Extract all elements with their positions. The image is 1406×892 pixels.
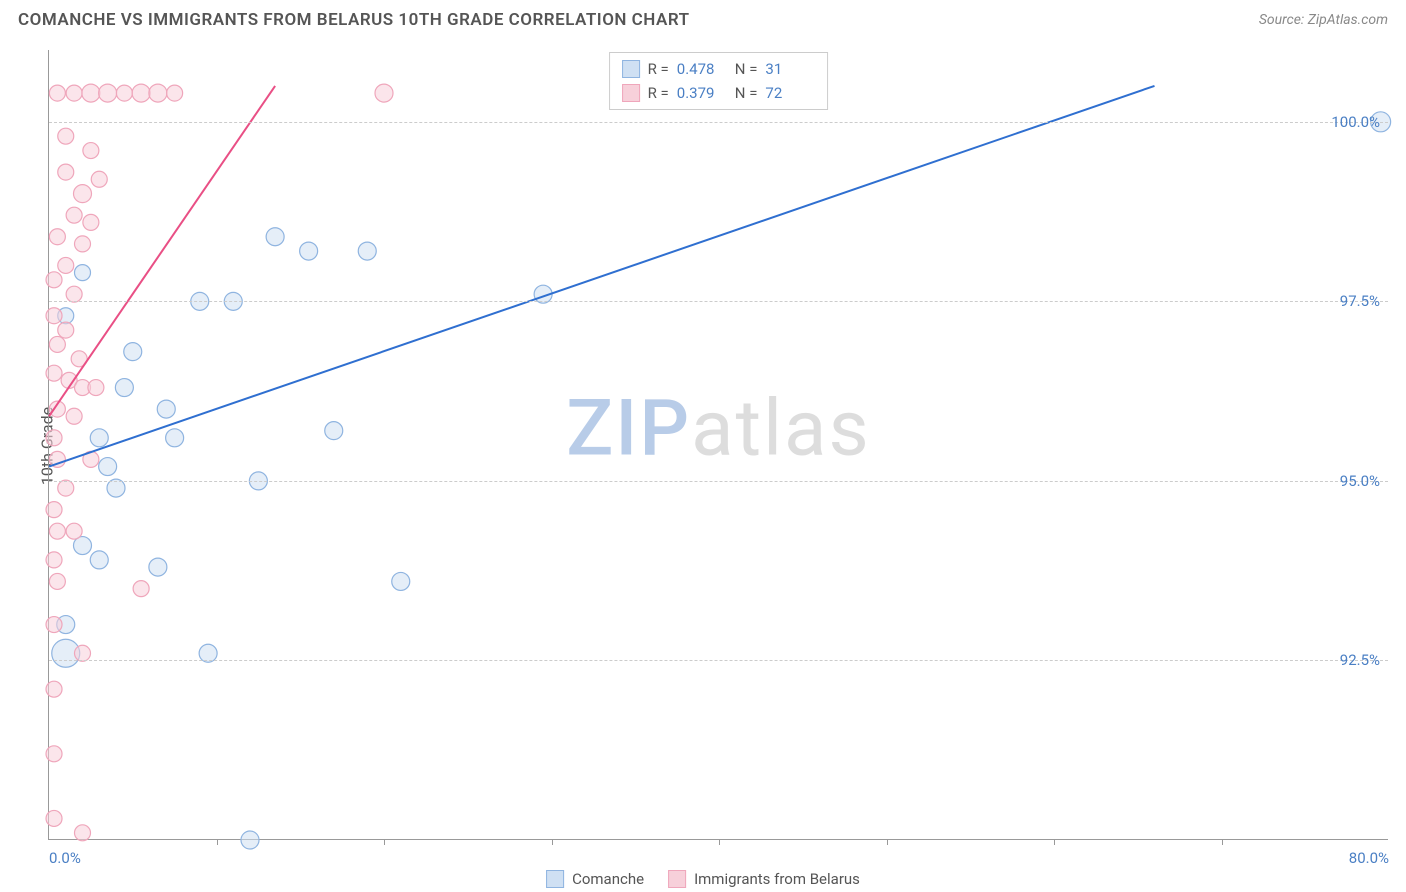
source-label: Source: ZipAtlas.com xyxy=(1259,12,1388,28)
chart-title: COMANCHE VS IMMIGRANTS FROM BELARUS 10TH… xyxy=(18,10,690,30)
gridline xyxy=(49,481,1388,482)
legend-swatch xyxy=(668,870,686,888)
legend-row: R = 0.379 N = 72 xyxy=(622,81,816,105)
x-tick-label: 80.0% xyxy=(1349,849,1389,867)
data-point xyxy=(116,85,132,101)
r-value: 0.379 xyxy=(677,81,727,105)
data-point xyxy=(49,523,65,539)
r-label: R = xyxy=(648,57,669,81)
data-point xyxy=(46,810,62,826)
data-point xyxy=(241,831,259,849)
data-point xyxy=(49,336,65,352)
legend-swatch xyxy=(546,870,564,888)
n-label: N = xyxy=(735,81,758,105)
data-point xyxy=(99,84,117,102)
x-tick xyxy=(887,839,888,845)
data-point xyxy=(46,617,62,633)
trend-line xyxy=(49,86,1155,467)
gridline xyxy=(49,122,1388,123)
data-point xyxy=(82,84,100,102)
data-point xyxy=(46,746,62,762)
n-value: 72 xyxy=(765,81,815,105)
y-tick-label: 97.5% xyxy=(1340,292,1380,310)
data-point xyxy=(132,84,150,102)
x-tick-label: 0.0% xyxy=(49,849,81,867)
scatter-svg xyxy=(49,50,1388,839)
correlation-legend: R = 0.478 N = 31 R = 0.379 N = 72 xyxy=(609,52,829,110)
data-point xyxy=(375,84,393,102)
legend-swatch xyxy=(622,60,640,78)
data-point xyxy=(46,552,62,568)
chart-header: COMANCHE VS IMMIGRANTS FROM BELARUS 10TH… xyxy=(0,0,1406,38)
data-point xyxy=(167,85,183,101)
n-value: 31 xyxy=(765,57,815,81)
data-point xyxy=(115,379,133,397)
data-point xyxy=(88,380,104,396)
data-point xyxy=(49,229,65,245)
x-tick xyxy=(719,839,720,845)
legend-label: Comanche xyxy=(572,870,644,888)
data-point xyxy=(58,322,74,338)
data-point xyxy=(75,645,91,661)
data-point xyxy=(46,365,62,381)
data-point xyxy=(149,84,167,102)
legend-label: Immigrants from Belarus xyxy=(694,870,860,888)
legend-item: Comanche xyxy=(546,870,644,888)
x-tick xyxy=(1222,839,1223,845)
data-point xyxy=(58,128,74,144)
data-point xyxy=(358,242,376,260)
x-tick xyxy=(384,839,385,845)
data-point xyxy=(91,171,107,187)
data-point xyxy=(75,236,91,252)
x-tick xyxy=(217,839,218,845)
data-point xyxy=(300,242,318,260)
data-point xyxy=(75,265,91,281)
data-point xyxy=(66,85,82,101)
data-point xyxy=(90,429,108,447)
data-point xyxy=(149,558,167,576)
data-point xyxy=(46,430,62,446)
data-point xyxy=(133,581,149,597)
legend-item: Immigrants from Belarus xyxy=(668,870,860,888)
data-point xyxy=(66,286,82,302)
data-point xyxy=(66,523,82,539)
r-value: 0.478 xyxy=(677,57,727,81)
gridline xyxy=(49,660,1388,661)
x-tick xyxy=(1054,839,1055,845)
data-point xyxy=(46,272,62,288)
chart-plot-area: ZIPatlas R =0.478N =31R =0.379N =72 92.5… xyxy=(48,50,1388,840)
data-point xyxy=(58,257,74,273)
y-tick-label: 95.0% xyxy=(1340,472,1380,490)
x-tick xyxy=(552,839,553,845)
data-point xyxy=(266,228,284,246)
n-label: N = xyxy=(735,57,758,81)
data-point xyxy=(58,164,74,180)
data-point xyxy=(58,480,74,496)
r-label: R = xyxy=(648,81,669,105)
data-point xyxy=(90,551,108,569)
data-point xyxy=(83,143,99,159)
data-point xyxy=(49,85,65,101)
y-tick-label: 100.0% xyxy=(1331,113,1380,131)
legend-row: R = 0.478 N = 31 xyxy=(622,57,816,81)
gridline xyxy=(49,301,1388,302)
data-point xyxy=(124,343,142,361)
data-point xyxy=(46,308,62,324)
y-tick-label: 92.5% xyxy=(1340,651,1380,669)
data-point xyxy=(157,400,175,418)
data-point xyxy=(166,429,184,447)
data-point xyxy=(49,573,65,589)
data-point xyxy=(66,207,82,223)
data-point xyxy=(46,502,62,518)
data-point xyxy=(66,408,82,424)
legend-swatch xyxy=(622,84,640,102)
data-point xyxy=(99,458,117,476)
data-point xyxy=(75,825,91,841)
data-point xyxy=(46,681,62,697)
data-point xyxy=(74,185,92,203)
data-point xyxy=(83,214,99,230)
series-legend: Comanche Immigrants from Belarus xyxy=(546,870,860,888)
data-point xyxy=(392,572,410,590)
data-point xyxy=(325,422,343,440)
